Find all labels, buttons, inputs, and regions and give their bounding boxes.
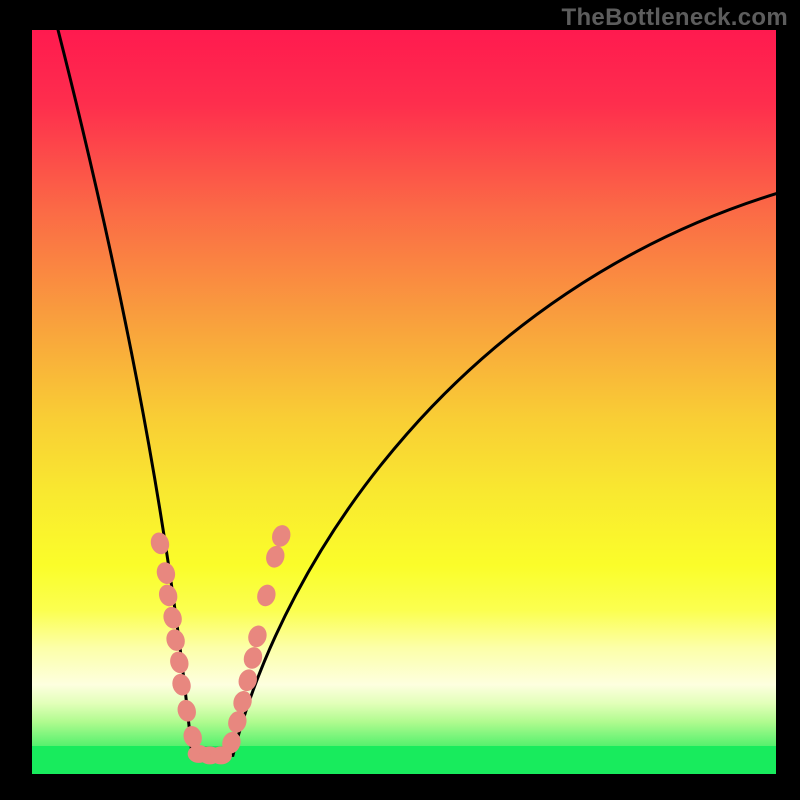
data-marker: [156, 582, 180, 608]
data-marker: [148, 530, 172, 556]
watermark-text: TheBottleneck.com: [562, 4, 788, 32]
data-marker: [263, 544, 287, 570]
data-marker: [167, 649, 191, 675]
data-marker: [161, 605, 185, 631]
data-marker: [154, 560, 178, 586]
data-marker: [269, 523, 293, 549]
data-marker: [245, 623, 269, 649]
plot-area: [32, 30, 776, 774]
data-marker: [236, 667, 260, 693]
data-marker: [175, 698, 199, 724]
data-marker: [210, 746, 232, 764]
data-marker: [170, 671, 194, 697]
data-marker: [164, 627, 188, 653]
chart-svg: [32, 30, 776, 774]
bottleneck-curve: [58, 30, 776, 755]
data-marker: [254, 582, 278, 608]
